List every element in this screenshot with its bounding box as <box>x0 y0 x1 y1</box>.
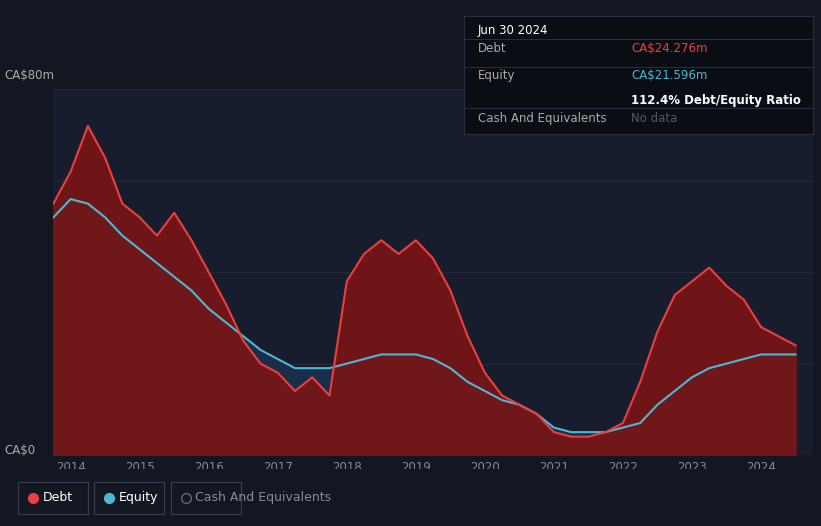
Text: CA$24.276m: CA$24.276m <box>631 42 708 55</box>
Text: Debt: Debt <box>478 42 507 55</box>
Text: Equity: Equity <box>478 69 516 82</box>
Text: Jun 30 2024: Jun 30 2024 <box>478 24 548 37</box>
Text: Debt: Debt <box>43 491 73 504</box>
Text: Equity: Equity <box>119 491 158 504</box>
Text: CA$80m: CA$80m <box>4 68 54 82</box>
Text: 112.4% Debt/Equity Ratio: 112.4% Debt/Equity Ratio <box>631 94 801 107</box>
Text: No data: No data <box>631 112 677 125</box>
Bar <box>171 482 241 513</box>
Bar <box>94 482 164 513</box>
Text: CA$0: CA$0 <box>4 444 35 458</box>
Text: CA$21.596m: CA$21.596m <box>631 69 708 82</box>
Text: Cash And Equivalents: Cash And Equivalents <box>478 112 607 125</box>
Bar <box>18 482 88 513</box>
Text: Cash And Equivalents: Cash And Equivalents <box>195 491 332 504</box>
